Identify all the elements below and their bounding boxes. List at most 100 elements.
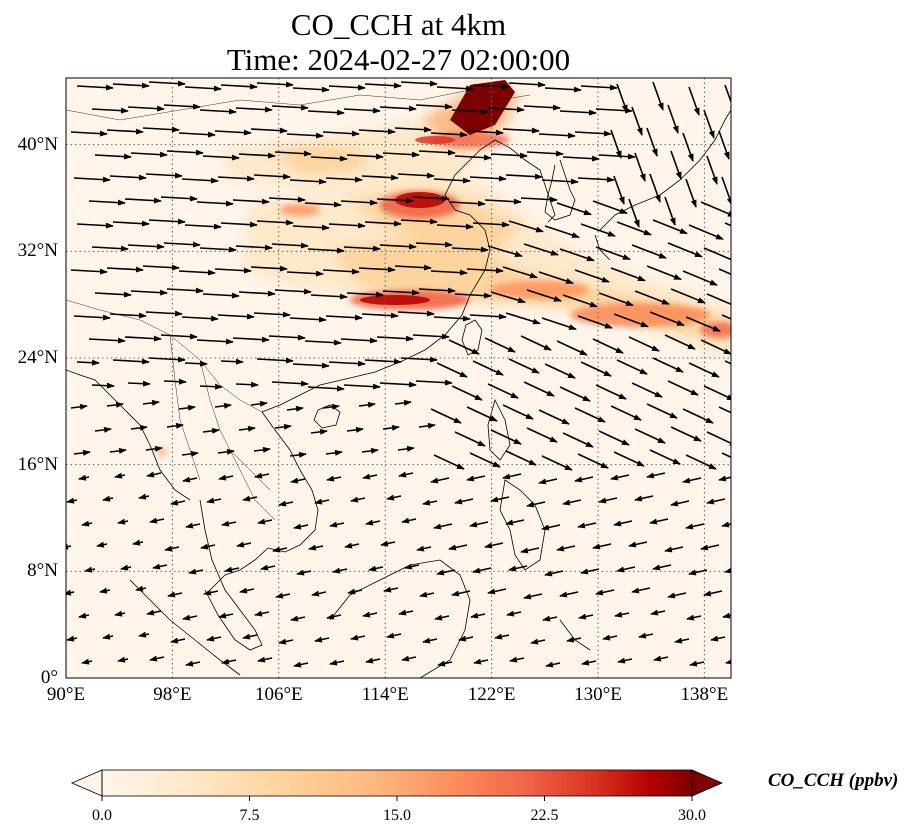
wind-arrow bbox=[308, 544, 324, 551]
wind-arrow bbox=[538, 478, 558, 485]
wind-arrow bbox=[304, 201, 342, 208]
wind-arrow bbox=[718, 130, 730, 160]
wind-arrow bbox=[430, 131, 468, 138]
wind-arrow bbox=[250, 127, 288, 134]
wind-arrow bbox=[114, 610, 126, 617]
wind-arrow bbox=[718, 406, 731, 414]
wind-arrow bbox=[181, 450, 199, 457]
wind-arrow bbox=[724, 84, 731, 114]
wind-arrow bbox=[664, 334, 696, 350]
wind-arrow bbox=[682, 477, 702, 484]
wind-arrow bbox=[94, 153, 132, 160]
wind-arrow bbox=[278, 638, 294, 645]
wind-arrow bbox=[667, 104, 679, 134]
wind-arrow bbox=[685, 454, 717, 470]
wind-arrow bbox=[562, 499, 582, 506]
lon-tick-label: 122°E bbox=[467, 684, 516, 705]
wind-arrow bbox=[350, 634, 366, 641]
wind-arrow bbox=[332, 567, 348, 574]
wind-arrow bbox=[365, 519, 381, 526]
wind-arrow bbox=[290, 477, 306, 484]
wind-arrow bbox=[505, 450, 537, 466]
wind-arrow bbox=[574, 476, 594, 483]
wind-arrow bbox=[433, 454, 465, 470]
wind-arrow bbox=[292, 86, 330, 93]
wind-arrow bbox=[412, 333, 450, 340]
wind-arrow bbox=[184, 223, 222, 230]
wind-arrow bbox=[66, 635, 78, 642]
wind-arrow bbox=[574, 407, 606, 423]
wind-arrow bbox=[88, 337, 126, 344]
wind-arrow bbox=[422, 637, 438, 644]
wind-arrow bbox=[96, 541, 108, 548]
wind-arrow bbox=[613, 520, 633, 527]
colorbar-tick-label: 0.0 bbox=[92, 807, 112, 824]
wind-arrow bbox=[415, 103, 453, 110]
wind-arrow bbox=[451, 246, 489, 253]
wind-arrow bbox=[502, 404, 534, 420]
wind-arrow bbox=[340, 199, 378, 206]
wind-arrow bbox=[235, 381, 259, 388]
wind-arrow bbox=[706, 498, 726, 505]
wind-arrow bbox=[181, 315, 219, 322]
wind-arrow bbox=[343, 245, 381, 252]
wind-arrow bbox=[559, 109, 597, 116]
wind-arrow bbox=[361, 174, 399, 181]
wind-arrow bbox=[102, 633, 114, 640]
wind-arrow bbox=[250, 400, 268, 407]
wind-arrow bbox=[148, 356, 186, 363]
wind-arrow bbox=[652, 81, 664, 111]
wind-arrow bbox=[178, 131, 216, 138]
wind-arrow bbox=[556, 545, 576, 552]
wind-arrow bbox=[616, 566, 636, 573]
wind-arrow bbox=[509, 656, 525, 663]
wind-arrow bbox=[412, 195, 450, 202]
wind-arrow bbox=[256, 357, 294, 364]
wind-arrow bbox=[163, 241, 201, 248]
wind-arrow bbox=[628, 198, 640, 228]
wind-arrow bbox=[598, 153, 636, 160]
wind-arrow bbox=[649, 311, 685, 327]
wind-arrow bbox=[73, 314, 111, 321]
wind-arrow bbox=[616, 83, 628, 113]
wind-arrow bbox=[494, 633, 510, 640]
wind-arrow bbox=[66, 497, 78, 504]
wind-arrow bbox=[473, 658, 489, 665]
wind-arrow bbox=[574, 130, 612, 137]
wind-arrow bbox=[358, 266, 396, 273]
map-title: CO_CCH at 4km bbox=[290, 7, 507, 42]
wind-arrow bbox=[682, 132, 694, 162]
lon-tick-label: 90°E bbox=[46, 684, 86, 705]
wind-arrow bbox=[81, 520, 93, 527]
wind-arrow bbox=[145, 310, 183, 317]
wind-arrow bbox=[545, 661, 561, 668]
wind-arrow bbox=[329, 659, 345, 666]
wind-arrow bbox=[458, 635, 474, 642]
wind-arrow bbox=[706, 431, 731, 447]
wind-arrow bbox=[76, 222, 114, 229]
wind-arrow bbox=[634, 152, 646, 182]
wind-arrow bbox=[430, 477, 450, 484]
wind-arrow bbox=[448, 200, 486, 207]
wind-arrow bbox=[178, 269, 216, 276]
wind-arrow bbox=[542, 615, 558, 622]
wind-arrow bbox=[293, 661, 309, 668]
wind-arrow bbox=[106, 401, 124, 408]
wind-arrow bbox=[685, 316, 721, 332]
wind-arrow bbox=[502, 266, 538, 279]
wind-arrow bbox=[66, 543, 72, 550]
wind-arrow bbox=[538, 409, 570, 425]
wind-arrow bbox=[580, 84, 618, 91]
wind-arrow bbox=[574, 269, 610, 283]
wind-arrow bbox=[664, 196, 676, 226]
wind-arrow bbox=[256, 81, 294, 88]
wind-arrow bbox=[610, 405, 642, 421]
wind-arrow bbox=[206, 497, 222, 504]
wind-arrow bbox=[102, 495, 114, 502]
wind-arrow bbox=[436, 85, 474, 92]
wind-arrow bbox=[398, 609, 414, 616]
wind-arrow bbox=[81, 658, 93, 665]
wind-arrow bbox=[188, 568, 204, 575]
wind-arrow bbox=[434, 614, 450, 621]
wind-arrow bbox=[544, 363, 576, 379]
